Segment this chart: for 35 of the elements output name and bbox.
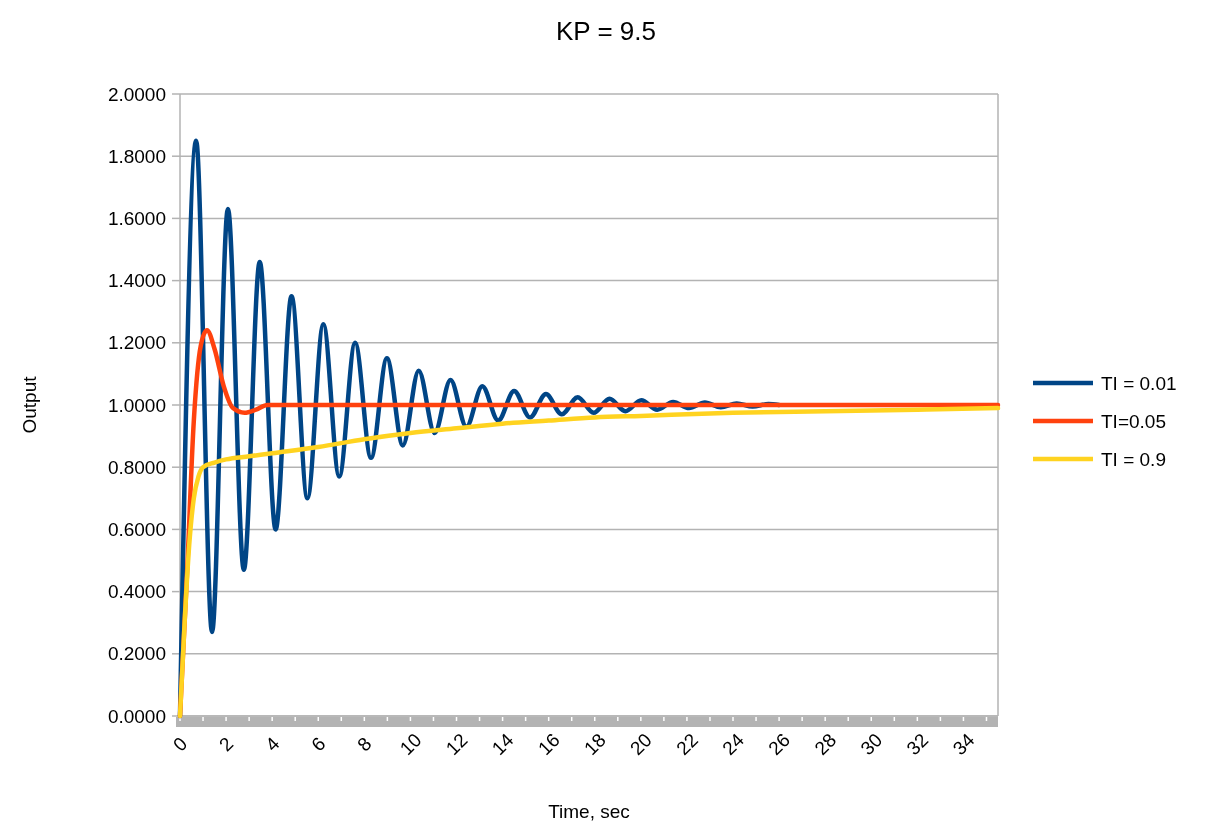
y-tick-label: 0.4000 (107, 581, 166, 603)
y-tick-label: 0.6000 (107, 519, 166, 541)
x-tick-label: 32 (902, 729, 933, 760)
x-tick-label: 4 (261, 732, 284, 756)
legend-label: TI = 0.01 (1101, 372, 1177, 394)
y-tick-label: 1.4000 (107, 270, 166, 292)
x-tick-label: 0 (168, 732, 192, 756)
x-tick-label: 28 (810, 729, 841, 760)
y-axis-title: Output (19, 375, 40, 434)
y-tick-label: 0.0000 (107, 705, 166, 727)
x-tick-label: 18 (579, 729, 610, 760)
x-tick-label: 14 (487, 728, 518, 760)
y-tick-label: 1.0000 (107, 394, 166, 416)
y-tick-label: 1.8000 (107, 145, 166, 167)
x-tick-label: 8 (353, 732, 376, 756)
x-tick-label: 20 (626, 729, 656, 760)
y-tick-label: 0.2000 (107, 643, 166, 665)
chart-title: KP = 9.5 (556, 16, 656, 46)
x-tick-label: 22 (672, 729, 702, 760)
x-tick-label: 16 (533, 729, 564, 760)
y-tick-label: 2.0000 (107, 83, 166, 105)
x-tick-label: 10 (395, 729, 426, 760)
x-tick-label: 12 (441, 729, 472, 760)
x-tick-label: 34 (948, 728, 979, 760)
x-tick-label: 26 (764, 729, 795, 760)
x-tick-label: 30 (856, 729, 887, 760)
legend-label: TI=0.05 (1101, 410, 1166, 432)
x-tick-label: 6 (307, 732, 330, 756)
y-tick-label: 0.8000 (107, 456, 166, 478)
x-tick-label: 2 (215, 732, 238, 756)
y-tick-label: 1.2000 (107, 332, 166, 354)
y-tick-label: 1.6000 (107, 208, 166, 230)
x-axis-title: Time, sec (548, 801, 630, 822)
x-tick-label: 24 (718, 728, 749, 760)
legend-label: TI = 0.9 (1101, 448, 1166, 470)
